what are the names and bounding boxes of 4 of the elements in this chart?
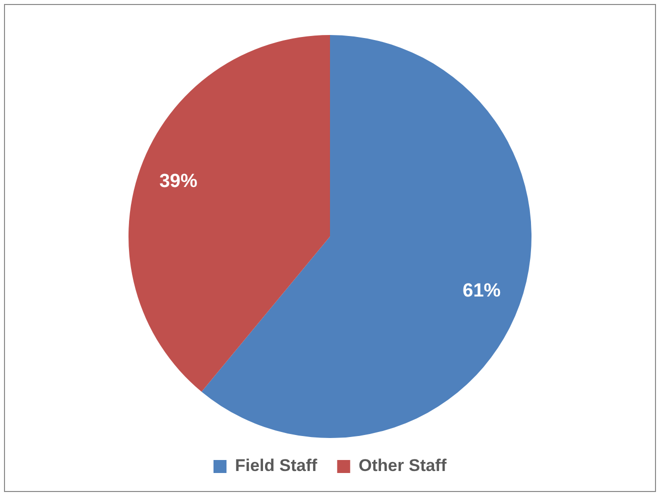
data-label: 61% [462,280,501,302]
legend-label: Field Staff [234,456,318,476]
data-label: 39% [159,171,198,192]
legend-label: Other Staff [358,456,447,476]
